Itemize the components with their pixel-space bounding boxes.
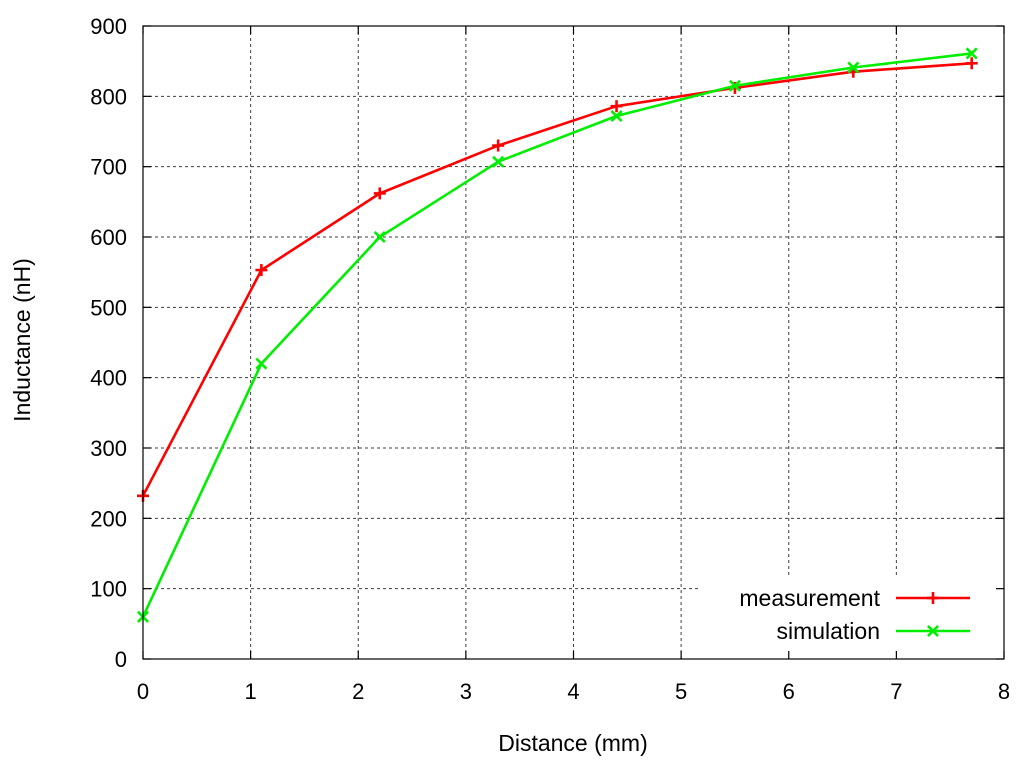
y-tick-label: 300 bbox=[90, 436, 127, 461]
data-point-simulation bbox=[965, 47, 978, 60]
data-point-simulation bbox=[373, 230, 386, 244]
y-tick-label: 800 bbox=[90, 84, 127, 109]
data-point-measurement bbox=[610, 100, 623, 113]
x-tick-label: 7 bbox=[890, 679, 902, 704]
data-point-simulation bbox=[492, 155, 505, 168]
y-tick-label: 400 bbox=[90, 366, 127, 391]
series-simulation bbox=[136, 47, 978, 623]
y-tick-label: 700 bbox=[90, 155, 127, 180]
x-tick-label: 3 bbox=[460, 679, 472, 704]
x-tick-label: 5 bbox=[675, 679, 687, 704]
x-tick-label: 0 bbox=[137, 679, 149, 704]
tick-labels: 0 1 2 3 4 5 6 7 8 0 100 200 300 400 500 600 700 800 900 bbox=[90, 14, 1010, 704]
data-point-simulation bbox=[728, 79, 741, 92]
x-tick-label: 2 bbox=[352, 679, 364, 704]
y-axis-label: Inductance (nH) bbox=[9, 258, 35, 422]
y-tick-label: 200 bbox=[90, 506, 127, 531]
data-point-measurement bbox=[373, 187, 386, 200]
x-tick-label: 8 bbox=[998, 679, 1010, 704]
legend-label: measurement bbox=[739, 585, 880, 611]
y-tick-label: 900 bbox=[90, 14, 127, 39]
y-tick-label: 100 bbox=[90, 577, 127, 602]
series-line-measurement bbox=[141, 62, 972, 497]
data-point-measurement bbox=[492, 139, 505, 152]
x-tick-label: 4 bbox=[567, 679, 579, 704]
data-point-measurement bbox=[255, 264, 268, 277]
legend-entry-measurement: measurement bbox=[739, 585, 970, 611]
x-axis-label: Distance (mm) bbox=[498, 730, 648, 756]
data-point-simulation bbox=[847, 61, 860, 74]
data-point-simulation bbox=[610, 110, 623, 123]
y-tick-label: 500 bbox=[90, 295, 127, 320]
legend-marker bbox=[926, 624, 940, 638]
data-point-simulation bbox=[255, 357, 268, 370]
legend-label: simulation bbox=[776, 618, 880, 644]
data-series bbox=[136, 47, 978, 623]
data-point-measurement bbox=[965, 57, 978, 70]
y-tick-label: 0 bbox=[115, 647, 127, 672]
y-tick-label: 600 bbox=[90, 225, 127, 250]
x-tick-label: 1 bbox=[245, 679, 257, 704]
plot-frame bbox=[142, 25, 1005, 660]
legend-entry-simulation: simulation bbox=[776, 618, 970, 644]
x-tick-label: 6 bbox=[783, 679, 795, 704]
series-line-simulation bbox=[141, 52, 972, 618]
legend-marker bbox=[927, 592, 939, 604]
grid-lines bbox=[143, 26, 1004, 659]
legend: measurement simulation bbox=[739, 585, 970, 644]
